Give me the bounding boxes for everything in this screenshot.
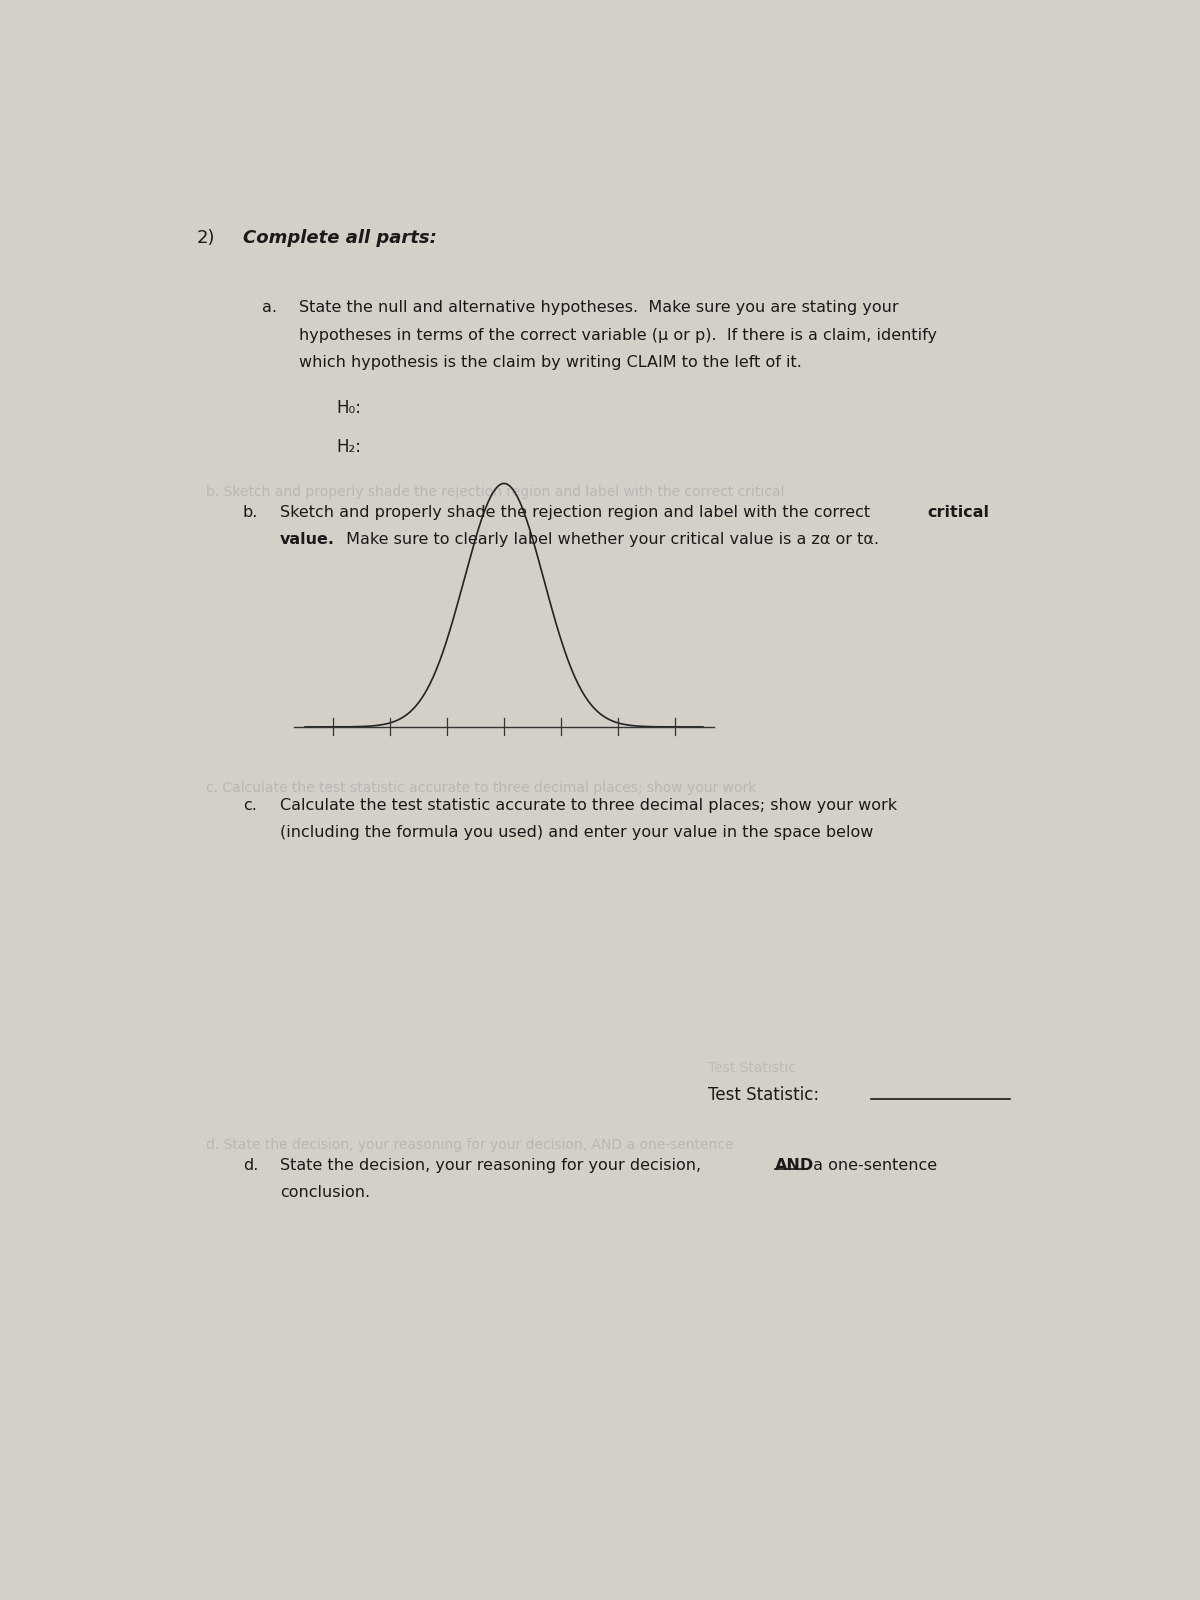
Text: critical: critical (928, 506, 990, 520)
Text: (including the formula you used) and enter your value in the space below: (including the formula you used) and ent… (281, 826, 874, 840)
Text: d. State the decision, your reasoning for your decision, AND a one-sentence: d. State the decision, your reasoning fo… (206, 1138, 733, 1152)
Text: Test Statistic: Test Statistic (708, 1061, 796, 1075)
Text: H₂:: H₂: (336, 438, 361, 456)
Text: State the decision, your reasoning for your decision,: State the decision, your reasoning for y… (281, 1158, 707, 1173)
Text: 2): 2) (197, 229, 215, 246)
Text: value.: value. (281, 533, 335, 547)
Text: c.: c. (242, 798, 257, 813)
Text: a.: a. (262, 301, 277, 315)
Text: conclusion.: conclusion. (281, 1186, 371, 1200)
Text: AND: AND (775, 1158, 815, 1173)
Text: d.: d. (242, 1158, 258, 1173)
Text: b. Sketch and properly shade the rejection region and label with the correct cri: b. Sketch and properly shade the rejecti… (206, 485, 784, 499)
Text: a one-sentence: a one-sentence (808, 1158, 937, 1173)
Text: H₀:: H₀: (336, 398, 361, 418)
Text: c. Calculate the test statistic accurate to three decimal places; show your work: c. Calculate the test statistic accurate… (206, 781, 756, 795)
Text: b.: b. (242, 506, 258, 520)
Text: State the null and alternative hypotheses.  Make sure you are stating your: State the null and alternative hypothese… (299, 301, 899, 315)
Text: which hypothesis is the claim by writing CLAIM to the left of it.: which hypothesis is the claim by writing… (299, 355, 802, 370)
Text: hypotheses in terms of the correct variable (μ or p).  If there is a claim, iden: hypotheses in terms of the correct varia… (299, 328, 937, 342)
Text: Complete all parts:: Complete all parts: (242, 229, 437, 246)
Text: Test Statistic:: Test Statistic: (708, 1086, 820, 1104)
Text: Make sure to clearly label whether your critical value is a zα or tα.: Make sure to clearly label whether your … (341, 533, 878, 547)
Text: Calculate the test statistic accurate to three decimal places; show your work: Calculate the test statistic accurate to… (281, 798, 898, 813)
Text: Sketch and properly shade the rejection region and label with the correct: Sketch and properly shade the rejection … (281, 506, 876, 520)
